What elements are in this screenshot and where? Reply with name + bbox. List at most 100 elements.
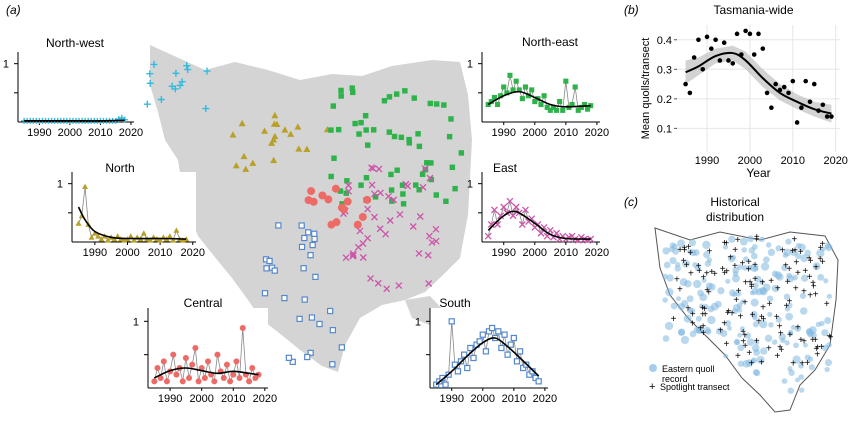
historical-record — [759, 236, 765, 243]
x-tick-label: 2010 — [554, 247, 578, 259]
map-transect-point — [345, 181, 352, 189]
data-point — [482, 348, 490, 355]
historical-record — [668, 246, 675, 252]
plot-area — [677, 25, 840, 152]
historical-transect: + — [738, 311, 744, 322]
historical-transect: + — [780, 245, 786, 256]
map-transect-point — [324, 195, 333, 204]
map-transect-point — [427, 100, 434, 107]
data-point — [220, 375, 227, 381]
historical-record — [759, 320, 768, 329]
data-point — [179, 378, 186, 385]
x-tick-label: 2020 — [533, 393, 557, 405]
map-transect-point — [275, 222, 282, 229]
historical-record — [798, 362, 804, 369]
map-transect-point — [350, 89, 356, 96]
historical-transect: + — [813, 344, 819, 355]
map-transect-point — [449, 164, 456, 171]
data-point — [829, 114, 834, 119]
historical-record — [682, 259, 690, 268]
data-point — [131, 237, 137, 243]
x-tick-label: 2010 — [554, 127, 578, 139]
historical-transect: + — [810, 278, 816, 289]
map-transect-point — [367, 275, 375, 282]
historical-transect: + — [677, 284, 683, 295]
historical-record — [787, 387, 794, 394]
historical-transect: + — [712, 269, 718, 280]
historical-record — [694, 264, 702, 272]
data-point — [529, 87, 535, 93]
data-point — [495, 328, 502, 335]
data-point — [739, 52, 744, 57]
historical-transect: + — [812, 335, 818, 346]
map-transect-point — [176, 81, 184, 89]
map-transect-point — [377, 189, 384, 197]
historical-record — [732, 304, 741, 312]
data-point — [157, 375, 164, 381]
map-transect-point — [369, 164, 377, 172]
map-transect-point — [304, 196, 313, 205]
data-point — [186, 375, 193, 381]
historical-record — [724, 320, 732, 327]
data-point — [230, 371, 237, 378]
data-point — [547, 107, 553, 113]
y-tick-label: 1 — [133, 316, 139, 328]
historical-record — [680, 335, 690, 345]
historical-transect: + — [729, 308, 735, 319]
historical-transect: + — [778, 345, 784, 356]
historical-record — [744, 332, 752, 339]
data-point — [717, 58, 723, 63]
historical-transects: +++++ +++++++++++++++++ ++++++++++++++++++… — [671, 232, 834, 370]
historical-record — [688, 239, 697, 247]
data-point — [214, 351, 221, 358]
map-transect-point — [298, 222, 305, 229]
historical-record — [674, 265, 682, 272]
historical-record — [684, 280, 692, 288]
data-point — [500, 203, 508, 211]
map-transect-point — [338, 344, 346, 351]
historical-transect: + — [742, 331, 748, 342]
x-tick-label: 2010 — [148, 247, 172, 259]
historical-record — [767, 311, 773, 317]
data-point — [95, 233, 102, 239]
historical-record — [787, 329, 794, 336]
map-transect-point — [381, 98, 388, 104]
historical-record — [751, 243, 758, 250]
historical-record — [754, 275, 762, 283]
trend-line — [77, 206, 187, 240]
map-transect-point — [356, 227, 364, 235]
historical-record — [786, 274, 795, 283]
map-transect-point — [386, 94, 393, 100]
map-transect-point — [266, 257, 273, 265]
historical-transect: + — [759, 278, 765, 289]
data-point — [173, 371, 180, 378]
historical-transect: + — [723, 339, 729, 350]
historical-record — [740, 299, 746, 305]
historical-transect: + — [793, 257, 799, 268]
data-point — [820, 102, 826, 108]
map-transect-point — [458, 150, 465, 156]
map-transect-point — [307, 349, 314, 357]
historical-record — [824, 317, 832, 324]
data-point — [578, 104, 584, 110]
data-point — [687, 90, 693, 96]
data-point — [166, 233, 173, 239]
map-transect-point — [362, 112, 369, 119]
map-transect-point — [304, 353, 311, 361]
x-tick-label: 1990 — [439, 393, 463, 405]
inset-background — [482, 52, 600, 122]
data-point — [163, 378, 170, 385]
map-transect-point — [374, 279, 382, 287]
inset-title: East — [493, 161, 518, 175]
historical-transect: + — [791, 234, 797, 245]
historical-record — [756, 355, 765, 364]
historical-transect: + — [778, 328, 784, 339]
historical-transect: + — [824, 299, 830, 310]
historical-record — [802, 342, 808, 348]
map-transect-point — [311, 235, 318, 243]
historical-record — [705, 328, 712, 335]
historical-record — [824, 358, 833, 367]
data-point — [747, 31, 753, 37]
historical-record — [752, 321, 759, 328]
inset-title: North-west — [46, 36, 105, 50]
